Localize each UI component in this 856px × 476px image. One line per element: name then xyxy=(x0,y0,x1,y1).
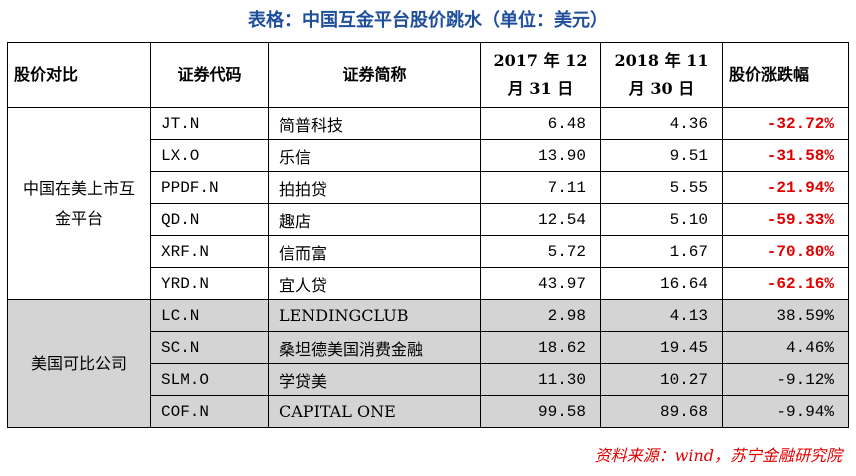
column-header: 证券代码 xyxy=(150,42,269,108)
security-name: CAPITAL ONE xyxy=(268,395,481,428)
column-header: 股价对比 xyxy=(7,42,151,108)
security-name: LENDINGCLUB xyxy=(268,299,481,332)
security-name: 拍拍贷 xyxy=(268,171,481,204)
price-2018: 4.13 xyxy=(600,299,723,332)
price-2018: 19.45 xyxy=(600,331,723,364)
table-row: LX.O 乐信 13.90 9.51 -31.58% xyxy=(7,139,849,172)
security-code: COF.N xyxy=(150,395,269,428)
price-2017: 6.48 xyxy=(480,107,601,140)
security-code: XRF.N xyxy=(150,235,269,268)
price-2017: 43.97 xyxy=(480,267,601,300)
price-2018: 4.36 xyxy=(600,107,723,140)
price-change: -21.94% xyxy=(722,171,849,204)
source-note: 资料来源：wind，苏宁金融研究院 xyxy=(594,446,842,465)
security-code: PPDF.N xyxy=(150,171,269,204)
table-row: COF.N CAPITAL ONE 99.58 89.68 -9.94% xyxy=(7,395,849,428)
security-name: 信而富 xyxy=(268,235,481,268)
security-name: 简普科技 xyxy=(268,107,481,140)
table-row: 美国可比公司 LC.N LENDINGCLUB 2.98 4.13 38.59% xyxy=(7,299,849,428)
price-2018: 9.51 xyxy=(600,139,723,172)
price-change: -32.72% xyxy=(722,107,849,140)
header-row: 股价对比 证券代码 证券简称 2017 年 12 月 31 日 2018 年 11 月 … xyxy=(7,42,849,108)
price-2017: 18.62 xyxy=(480,331,601,364)
table-body: 中国在美上市互金平台 JT.N 简普科技 6.48 4.36 -32.72% LX.O 乐信 1… xyxy=(7,107,849,428)
price-table: 股价对比 证券代码 证券简称 2017 年 12 月 31 日 2018 年 11 月 … xyxy=(7,42,849,428)
security-name: 趣店 xyxy=(268,203,481,236)
security-name: 学贷美 xyxy=(268,363,481,396)
price-change: -59.33% xyxy=(722,203,849,236)
price-change: -31.58% xyxy=(722,139,849,172)
price-2017: 7.11 xyxy=(480,171,601,204)
price-2018: 5.55 xyxy=(600,171,723,204)
price-2017: 13.90 xyxy=(480,139,601,172)
column-header: 证券简称 xyxy=(268,42,481,108)
price-2017: 2.98 xyxy=(480,299,601,332)
price-2017: 12.54 xyxy=(480,203,601,236)
security-name: 桑坦德美国消费金融 xyxy=(268,331,481,364)
security-code: JT.N xyxy=(150,107,269,140)
price-2017: 11.30 xyxy=(480,363,601,396)
price-2018: 89.68 xyxy=(600,395,723,428)
group-label: 美国可比公司 xyxy=(7,299,151,428)
group-label: 中国在美上市互金平台 xyxy=(7,107,151,300)
price-change: 4.46% xyxy=(722,331,849,364)
security-code: QD.N xyxy=(150,203,269,236)
price-2017: 99.58 xyxy=(480,395,601,428)
price-2018: 16.64 xyxy=(600,267,723,300)
price-change: -9.12% xyxy=(722,363,849,396)
price-change: -9.94% xyxy=(722,395,849,428)
column-header: 股价涨跌幅 xyxy=(722,42,849,108)
price-2018: 5.10 xyxy=(600,203,723,236)
security-code: LX.O xyxy=(150,139,269,172)
price-2018: 10.27 xyxy=(600,363,723,396)
security-code: LC.N xyxy=(150,299,269,332)
price-change: -70.80% xyxy=(722,235,849,268)
column-header: 2018 年 11 月 30 日 xyxy=(600,42,723,108)
security-code: SC.N xyxy=(150,331,269,364)
security-code: SLM.O xyxy=(150,363,269,396)
price-change: 38.59% xyxy=(722,299,849,332)
price-2017: 5.72 xyxy=(480,235,601,268)
title: 表格：中国互金平台股价跳水（单位：美元） xyxy=(248,10,608,31)
column-header: 2017 年 12 月 31 日 xyxy=(480,42,601,108)
security-code: YRD.N xyxy=(150,267,269,300)
price-2018: 1.67 xyxy=(600,235,723,268)
price-change: -62.16% xyxy=(722,267,849,300)
security-name: 乐信 xyxy=(268,139,481,172)
table-row: 中国在美上市互金平台 JT.N 简普科技 6.48 4.36 -32.72% xyxy=(7,107,849,300)
security-name: 宜人贷 xyxy=(268,267,481,300)
